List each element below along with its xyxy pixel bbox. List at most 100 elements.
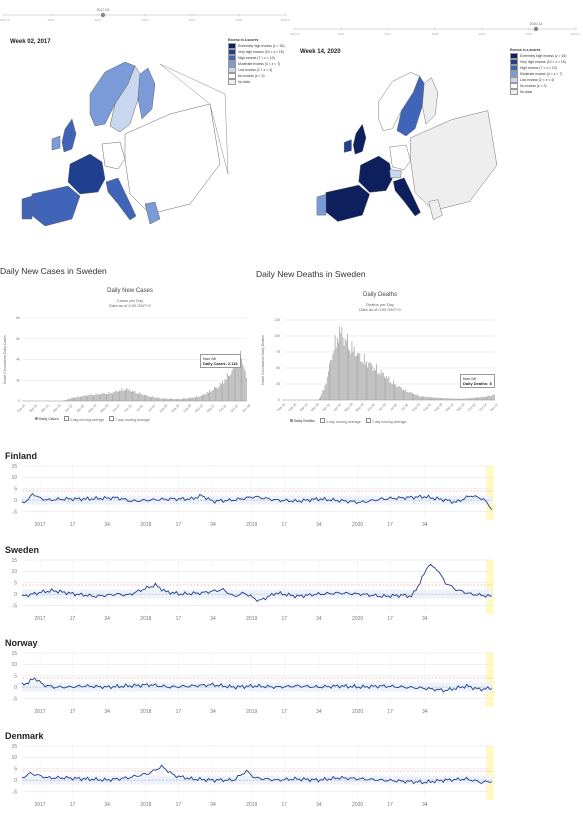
data-bar bbox=[409, 392, 411, 400]
data-bar bbox=[353, 346, 355, 400]
slider-year-label: 2020 bbox=[526, 32, 533, 36]
map-france[interactable] bbox=[67, 153, 106, 195]
cases-legend-3day[interactable]: 3-day moving average bbox=[63, 416, 104, 422]
slider-handle-right[interactable] bbox=[533, 26, 539, 32]
data-bar bbox=[71, 397, 73, 401]
data-bar bbox=[343, 345, 345, 400]
map-portugal[interactable] bbox=[21, 195, 33, 220]
data-bar bbox=[361, 361, 363, 400]
data-bar bbox=[192, 397, 194, 401]
data-bar bbox=[474, 397, 476, 400]
deaths-tooltip-value: Daily Deaths: 8 bbox=[463, 381, 492, 386]
zscore-chart-sweden: 15 10 5 0 -5 2017 17 34 2018 17 34 2019 17 34 2020 17 34 bbox=[11, 558, 494, 622]
highlight-band bbox=[486, 466, 494, 520]
data-bar bbox=[401, 390, 403, 400]
data-bar bbox=[442, 398, 444, 400]
data-bar bbox=[390, 383, 392, 400]
map-france[interactable] bbox=[358, 155, 393, 193]
x-tick-label: 17 bbox=[176, 709, 182, 715]
x-tick-label: Jul 19 bbox=[147, 404, 156, 413]
data-bar bbox=[203, 394, 205, 401]
legend-swatch bbox=[510, 71, 518, 77]
data-bar bbox=[403, 389, 404, 400]
slider-handle-left[interactable] bbox=[100, 12, 106, 18]
legend-swatch bbox=[510, 77, 518, 83]
data-bar bbox=[196, 396, 197, 401]
data-bar bbox=[347, 334, 348, 400]
europe-map-left[interactable] bbox=[10, 54, 230, 244]
x-tick-label: 2020 bbox=[352, 802, 363, 808]
map-ireland[interactable] bbox=[51, 135, 61, 151]
map-uk[interactable] bbox=[61, 118, 77, 153]
data-bar bbox=[339, 326, 341, 400]
data-bar bbox=[387, 378, 389, 400]
map-ireland[interactable] bbox=[343, 139, 352, 153]
x-tick-label: 2019 bbox=[246, 616, 257, 622]
data-bar bbox=[154, 397, 156, 401]
deaths-legend-7day[interactable]: 7-day moving average bbox=[365, 418, 406, 424]
data-bar bbox=[407, 391, 409, 400]
legend-item: Low excess (2 < z < 4) bbox=[510, 77, 582, 83]
x-tick-label: Sep 13 bbox=[194, 403, 204, 413]
map-uk[interactable] bbox=[353, 123, 367, 155]
legend-item: No excess (z < 2) bbox=[228, 73, 288, 79]
x-tick-label: Aug 16 bbox=[170, 403, 180, 413]
deaths-legend-daily[interactable]: Daily Deaths bbox=[290, 419, 315, 423]
legend-swatch bbox=[510, 89, 518, 95]
data-bar bbox=[209, 390, 210, 401]
data-bar bbox=[87, 395, 89, 401]
data-bar bbox=[94, 395, 96, 401]
map-finland[interactable] bbox=[422, 77, 439, 125]
legend-label: Very high excess (10 < z < 15) bbox=[238, 50, 284, 54]
europe-map-right[interactable] bbox=[306, 59, 506, 244]
map-germany[interactable] bbox=[101, 141, 126, 170]
data-bar bbox=[373, 367, 375, 400]
x-tick-label: 2020 bbox=[352, 616, 363, 622]
data-bar bbox=[243, 366, 245, 401]
map-panel-right: Week 14, 2020 Excess in z-scores Extreme… bbox=[296, 44, 583, 244]
data-bar bbox=[386, 375, 388, 400]
x-tick-label: 17 bbox=[70, 522, 76, 528]
legend-item: High excess (7 < z < 10) bbox=[228, 55, 288, 61]
map-germany[interactable] bbox=[389, 144, 411, 170]
x-tick-label: Mar 14 bbox=[299, 402, 309, 412]
data-bar bbox=[244, 370, 246, 401]
map-italy[interactable] bbox=[393, 177, 421, 217]
data-bar bbox=[330, 359, 332, 400]
map-spain[interactable] bbox=[323, 184, 370, 222]
cases-tooltip-value: Daily Cases: 2,116 bbox=[203, 361, 238, 366]
data-bar bbox=[414, 394, 416, 400]
x-tick-label: Mar 29 bbox=[52, 403, 62, 413]
map-portugal[interactable] bbox=[316, 193, 327, 216]
legend-item: No data bbox=[510, 89, 582, 95]
data-bar bbox=[74, 397, 75, 401]
data-bar bbox=[162, 398, 164, 401]
map-spain[interactable] bbox=[29, 185, 81, 227]
data-bar bbox=[325, 383, 327, 400]
legend-swatch bbox=[228, 49, 236, 55]
cases-chart-title: Daily New Cases bbox=[107, 288, 153, 294]
data-bar bbox=[107, 394, 109, 401]
x-tick-label: Jun 21 bbox=[123, 403, 133, 413]
map-greece[interactable] bbox=[144, 201, 161, 225]
map-italy[interactable] bbox=[105, 177, 137, 221]
data-bar bbox=[121, 387, 123, 401]
data-bar bbox=[186, 398, 188, 401]
x-tick-label: 17 bbox=[282, 709, 288, 715]
x-tick-label: Jul 04 bbox=[389, 403, 398, 412]
map-greece[interactable] bbox=[428, 199, 443, 221]
deaths-legend-3day[interactable]: 3-day moving average bbox=[320, 418, 361, 424]
map-switzerland[interactable] bbox=[389, 169, 402, 179]
zscore-chart-denmark: 15 10 5 0 -5 2017 17 34 2018 17 34 2019 17 34 2020 17 34 bbox=[11, 744, 494, 808]
data-bar bbox=[143, 395, 145, 401]
cases-legend-7day[interactable]: 7-day moving average bbox=[109, 416, 150, 422]
x-tick-label: 17 bbox=[70, 709, 76, 715]
x-tick-label: Aug 30 bbox=[182, 403, 192, 413]
x-tick-label: Feb 15 bbox=[16, 403, 26, 413]
map-finland[interactable] bbox=[137, 67, 156, 120]
data-bar bbox=[490, 396, 492, 400]
data-bar bbox=[318, 398, 320, 400]
cases-legend-daily[interactable]: Daily Cases bbox=[35, 417, 59, 421]
